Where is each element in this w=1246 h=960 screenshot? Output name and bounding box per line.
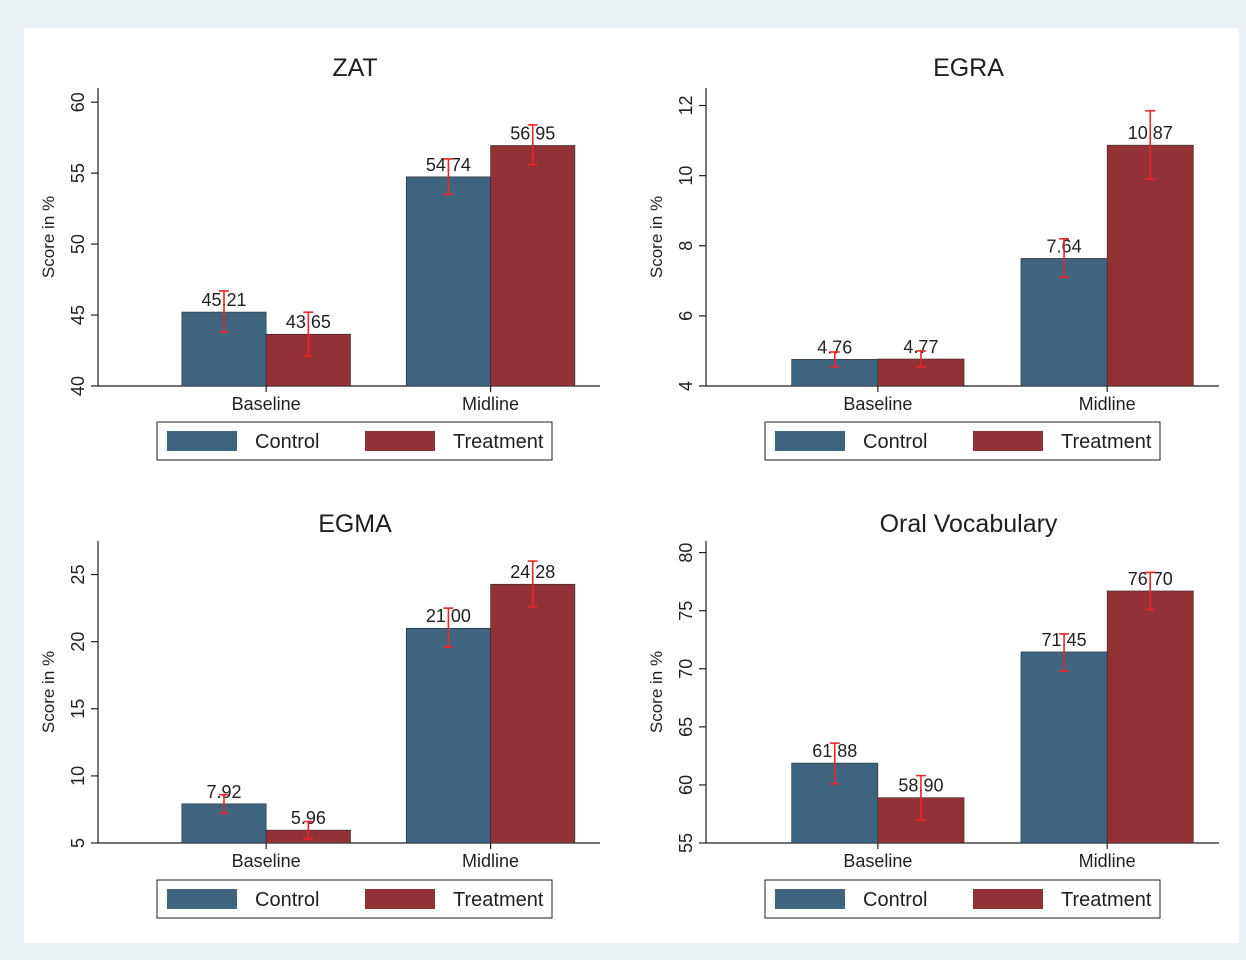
error-bar	[915, 774, 926, 821]
chart-panel-3: EGMA 5 10 15 20 25 Score in % Baseline 7.92 5.96 M…	[39, 510, 600, 919]
legend-swatch-treatment	[973, 431, 1043, 451]
x-tick-label: Midline	[462, 851, 519, 871]
y-axis-label: Score in %	[647, 651, 666, 733]
y-tick-label: 55	[68, 163, 88, 183]
legend: Control Treatment	[156, 879, 553, 919]
error-bar	[443, 607, 454, 648]
data-label: 5.96	[291, 808, 326, 828]
y-tick-label: 80	[676, 543, 696, 563]
x-tick-label: Baseline	[843, 394, 912, 414]
y-axis-label: Score in %	[647, 196, 666, 278]
error-bar	[303, 820, 314, 840]
y-tick-label: 65	[676, 717, 696, 737]
error-bar	[829, 742, 840, 785]
legend-label-control: Control	[863, 889, 927, 911]
chart-panel-2: EGRA 4 6 8 10 12 Score in % Baseline 4.76 4.77 Mid…	[647, 54, 1219, 461]
y-tick-label: 45	[68, 305, 88, 325]
error-bar	[915, 350, 926, 368]
y-tick-label: 60	[676, 775, 696, 795]
error-bar	[1145, 109, 1156, 180]
y-tick-label: 10	[68, 766, 88, 786]
error-bar	[303, 311, 314, 358]
y-tick-label: 8	[676, 241, 696, 251]
x-tick-label: Baseline	[232, 394, 301, 414]
legend-label-control: Control	[255, 889, 319, 911]
bar-control-midline	[405, 176, 491, 387]
x-tick-label: Midline	[462, 394, 519, 414]
y-tick-label: 50	[68, 234, 88, 254]
y-tick-label: 75	[676, 601, 696, 621]
data-label: 4.76	[817, 337, 852, 357]
legend: Control Treatment	[764, 421, 1161, 461]
y-tick-label: 40	[68, 376, 88, 396]
bar-control-midline	[1020, 651, 1108, 844]
y-tick-label: 20	[68, 632, 88, 652]
chart-title: EGRA	[933, 54, 1004, 82]
legend-swatch-treatment	[365, 431, 435, 451]
error-bar	[1059, 237, 1070, 279]
error-bar	[1059, 633, 1070, 672]
legend-swatch-control	[775, 889, 845, 909]
bar-treatment-midline	[490, 583, 576, 844]
y-tick-label: 6	[676, 311, 696, 321]
error-bar	[219, 290, 230, 333]
y-tick-label: 70	[676, 659, 696, 679]
error-bar	[1145, 571, 1156, 611]
legend-swatch-treatment	[365, 889, 435, 909]
legend-label-control: Control	[863, 431, 927, 453]
bar-control-midline	[405, 627, 491, 844]
y-tick-label: 15	[68, 699, 88, 719]
legend-label-control: Control	[255, 431, 319, 453]
legend-label-treatment: Treatment	[1061, 889, 1152, 911]
legend-label-treatment: Treatment	[453, 431, 544, 453]
y-axis-label: Score in %	[39, 651, 58, 733]
error-bar	[829, 351, 840, 368]
bar-treatment-midline	[1106, 144, 1194, 387]
chart-panel-4: Oral Vocabulary 55 60 65 70 75 80 Score in % Bas…	[647, 510, 1219, 919]
x-tick-label: Baseline	[232, 851, 301, 871]
y-tick-label: 10	[676, 166, 696, 186]
y-axis-label: Score in %	[39, 196, 58, 278]
legend-swatch-control	[167, 431, 237, 451]
error-bar	[443, 158, 454, 196]
y-tick-label: 60	[68, 92, 88, 112]
y-tick-label: 25	[68, 565, 88, 585]
error-bar	[219, 793, 230, 815]
error-bar	[527, 124, 538, 166]
y-tick-label: 4	[676, 381, 696, 391]
legend-swatch-control	[167, 889, 237, 909]
data-label: 7.92	[206, 782, 241, 802]
chart-title: EGMA	[318, 510, 392, 538]
error-bar	[527, 560, 538, 608]
legend-label-treatment: Treatment	[1061, 431, 1152, 453]
figure: ZAT 40 45 50 55 60 Score in % Baseline 45.21 43.6…	[24, 28, 1239, 943]
y-tick-label: 5	[68, 838, 88, 848]
x-tick-label: Midline	[1079, 394, 1136, 414]
legend-label-treatment: Treatment	[453, 889, 544, 911]
legend: Control Treatment	[764, 879, 1161, 919]
legend: Control Treatment	[156, 421, 553, 461]
x-tick-label: Midline	[1079, 851, 1136, 871]
legend-swatch-treatment	[973, 889, 1043, 909]
chart-title: ZAT	[332, 54, 377, 82]
bar-treatment-midline	[490, 145, 576, 387]
bar-control-midline	[1020, 258, 1108, 387]
x-tick-label: Baseline	[843, 851, 912, 871]
chart-title: Oral Vocabulary	[880, 510, 1058, 538]
data-label: 4.77	[903, 337, 938, 357]
y-tick-label: 55	[676, 833, 696, 853]
legend-swatch-control	[775, 431, 845, 451]
bar-treatment-midline	[1106, 590, 1194, 844]
y-tick-label: 12	[676, 96, 696, 116]
